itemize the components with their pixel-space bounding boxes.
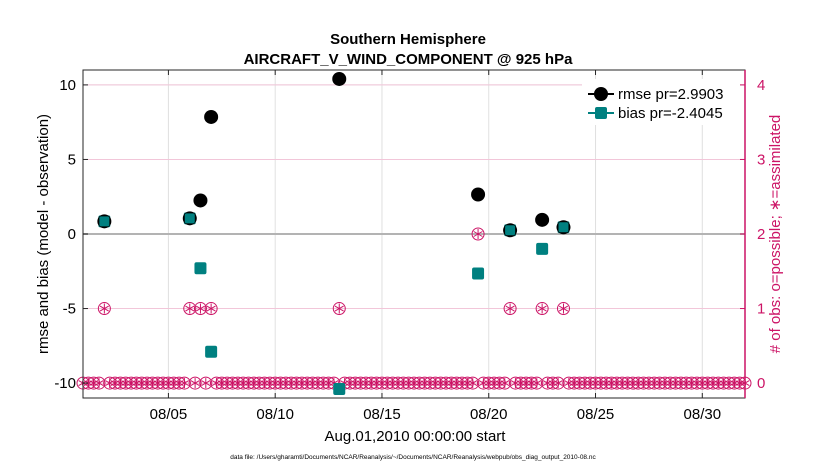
y-tick-label: 10 xyxy=(59,77,76,94)
y-tick-label: -5 xyxy=(63,301,76,318)
obs-possible-marker xyxy=(551,376,565,390)
obs-possible-marker xyxy=(466,376,480,390)
obs-assimilated-marker xyxy=(179,378,190,389)
y2-tick-label: 1 xyxy=(757,301,765,318)
obs-possible-marker xyxy=(503,302,517,316)
bias-marker-overlap xyxy=(558,222,569,233)
obs-possible-marker xyxy=(97,302,111,316)
bias-marker-overlap xyxy=(505,225,516,236)
obs-possible-marker xyxy=(535,302,549,316)
obs-possible-marker xyxy=(177,376,191,390)
obs-assimilated-marker xyxy=(99,303,109,314)
axes xyxy=(82,69,746,399)
chart-subtitle: AIRCRAFT_V_WIND_COMPONENT @ 925 hPa xyxy=(244,51,574,68)
obs-assimilated-marker xyxy=(201,378,211,389)
legend: rmse pr=2.9903 bias pr=-2.4045 xyxy=(582,79,740,125)
rmse-marker xyxy=(535,212,550,227)
obs-possible-marker xyxy=(471,227,485,241)
legend-bias-marker xyxy=(595,107,607,119)
x-tick-label: 08/15 xyxy=(363,406,401,423)
obs-assimilated-marker xyxy=(532,378,542,389)
data-file-footnote: data file: /Users/gharamti/Documents/NCA… xyxy=(230,454,596,461)
legend-box xyxy=(582,79,740,125)
tick-labels: 08/05 08/10 08/15 08/20 08/25 08/30 -10 -5 0 5 10 0… xyxy=(54,77,765,423)
x-tick-label: 08/20 xyxy=(470,406,508,423)
obs-assimilated-marker xyxy=(468,378,478,389)
y2-tick-label: 4 xyxy=(757,77,765,94)
obs-assimilated-marker xyxy=(553,378,563,389)
obs-possible-marker xyxy=(188,376,202,390)
obs-assimilated-marker xyxy=(537,303,547,314)
rmse-marker xyxy=(332,71,347,86)
legend-rmse-marker xyxy=(594,87,608,101)
y-axis-label: rmse and bias (model - observation) xyxy=(35,114,52,354)
obs-assimilated-marker xyxy=(505,303,515,314)
x-tick-label: 08/10 xyxy=(256,406,294,423)
x-axis-label: Aug.01,2010 00:00:00 start xyxy=(325,428,507,445)
y2-axis-label: # of obs: o=possible; ∗=assimilated xyxy=(767,115,784,354)
rmse-marker xyxy=(204,109,219,124)
obs-possible-marker xyxy=(332,302,346,316)
obs-assimilated-marker xyxy=(558,303,569,314)
obs-possible-marker xyxy=(193,302,207,316)
y2-tick-label: 2 xyxy=(757,226,765,243)
obs-assimilated-marker xyxy=(334,303,344,314)
legend-bias-label: bias pr=-2.4045 xyxy=(618,105,723,122)
rmse-marker xyxy=(471,187,486,202)
obs-assimilated-marker xyxy=(190,378,200,389)
obs-assimilated-marker xyxy=(185,303,195,314)
bias-marker xyxy=(205,345,218,358)
obs-possible-marker xyxy=(530,376,544,390)
obs-possible-marker xyxy=(199,376,213,390)
bias-marker xyxy=(536,242,549,255)
x-tick-label: 08/30 xyxy=(684,406,722,423)
obs-assimilated-marker xyxy=(195,303,206,314)
obs-assimilated-marker xyxy=(94,378,104,389)
obs-possible-marker xyxy=(556,302,570,316)
x-tick-label: 08/05 xyxy=(150,406,188,423)
obs-possible-marker xyxy=(498,376,512,390)
legend-rmse-label: rmse pr=2.9903 xyxy=(618,86,723,103)
obs-assimilated-marker xyxy=(500,378,510,389)
x-tick-label: 08/25 xyxy=(577,406,615,423)
y2-tick-label: 3 xyxy=(757,151,765,168)
rmse-marker xyxy=(193,193,208,208)
obs-possible-marker xyxy=(92,376,106,390)
y-tick-label: 5 xyxy=(68,151,76,168)
bias-marker xyxy=(194,262,207,275)
y-tick-label: 0 xyxy=(68,226,76,243)
bias-marker-overlap xyxy=(99,216,110,227)
bias-marker xyxy=(472,267,485,280)
bias-marker-overlap xyxy=(184,213,195,224)
obs-assimilated-marker xyxy=(206,303,216,314)
chart-title: Southern Hemisphere xyxy=(330,31,486,48)
obs-assimilated-marker xyxy=(473,229,483,239)
obs-possible-marker xyxy=(183,302,197,316)
series-markers xyxy=(97,71,571,396)
bias-marker xyxy=(333,383,346,396)
obs-possible-marker xyxy=(204,302,218,316)
y-tick-label: -10 xyxy=(54,375,76,392)
y2-tick-label: 0 xyxy=(757,375,765,392)
